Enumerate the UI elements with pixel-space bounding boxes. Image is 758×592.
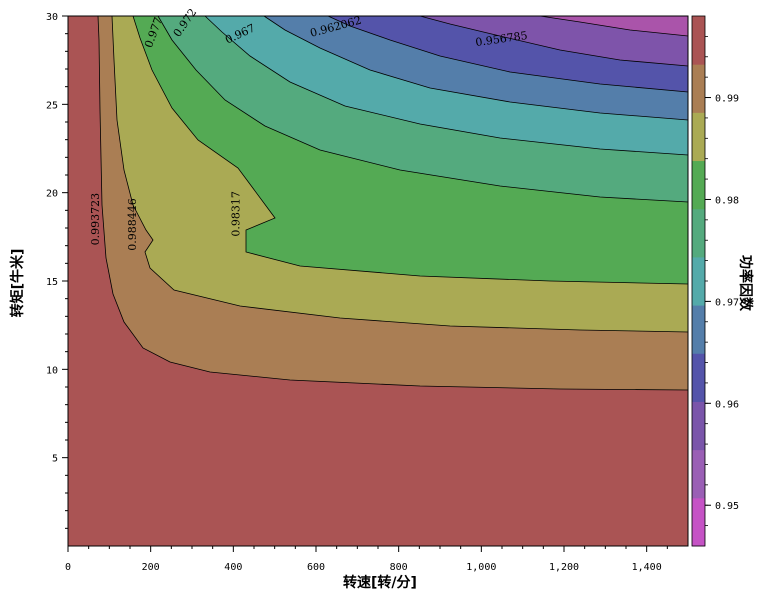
x-tick-label-0: 0 xyxy=(65,562,71,573)
contour-label-2: 0.98317 xyxy=(230,191,243,237)
y-tick-label-0: 5 xyxy=(52,454,58,465)
y-tick-label-4: 25 xyxy=(46,100,58,111)
y-tick-label-1: 10 xyxy=(46,365,58,376)
colorbar-segment-4 xyxy=(692,305,705,354)
contour-line-7 xyxy=(419,15,689,67)
contour-lines xyxy=(97,15,689,391)
colorbar: 0.95 0.96 0.97 0.98 0.99 xyxy=(691,15,739,547)
x-tick-label-1: 200 xyxy=(142,562,160,573)
colorbar-segment-1 xyxy=(692,449,705,499)
x-tick-label-3: 600 xyxy=(307,562,325,573)
contour-line-3 xyxy=(157,15,689,203)
colorbar-segment-3 xyxy=(692,353,705,402)
colorbar-segment-2 xyxy=(692,401,705,451)
x-tick-label-5: 1,000 xyxy=(466,562,496,573)
contour-line-4 xyxy=(204,15,689,156)
axes: 0 200 400 600 800 1,000 1,200 1,400 5 10 15 20 25 30 xyxy=(46,12,689,573)
colorbar-tick-label-4: 0.99 xyxy=(715,94,739,105)
x-tick-label-4: 800 xyxy=(390,562,408,573)
colorbar-tick-label-1: 0.96 xyxy=(715,399,739,410)
contour-line-2 xyxy=(132,15,689,285)
contour-line-0 xyxy=(97,15,689,391)
colorbar-title: 功率因数 xyxy=(737,255,754,312)
colorbar-segment-0 xyxy=(692,497,705,547)
x-tick-label-6: 1,200 xyxy=(549,562,579,573)
colorbar-segment-5 xyxy=(692,256,705,306)
contour-line-8 xyxy=(539,15,689,37)
contour-line-6 xyxy=(327,15,689,93)
y-tick-label-5: 30 xyxy=(46,12,58,23)
plot-area xyxy=(68,16,688,546)
x-tick-label-7: 1,400 xyxy=(632,562,662,573)
colorbar-tick-label-2: 0.97 xyxy=(715,297,739,308)
colorbar-tick-label-3: 0.98 xyxy=(715,195,739,206)
y-axis-title: 转矩[牛米] xyxy=(9,249,26,318)
contour-label-0: 0.993723 xyxy=(89,193,102,246)
x-axis-title: 转速[转/分] xyxy=(343,574,417,591)
contour-label-1: 0.988446 xyxy=(126,198,139,251)
colorbar-segment-9 xyxy=(692,64,705,113)
colorbar-segment-7 xyxy=(692,160,705,210)
colorbar-tick-label-0: 0.95 xyxy=(715,501,739,512)
contour-line-1 xyxy=(111,15,689,333)
x-tick-label-2: 400 xyxy=(224,562,242,573)
contour-line-5 xyxy=(263,15,689,121)
colorbar-segment-6 xyxy=(692,208,705,258)
y-tick-label-3: 20 xyxy=(46,189,58,200)
colorbar-segment-10 xyxy=(692,16,705,65)
colorbar-segment-8 xyxy=(692,112,705,162)
y-tick-label-2: 15 xyxy=(46,277,58,288)
contour-band-9 xyxy=(540,16,688,36)
